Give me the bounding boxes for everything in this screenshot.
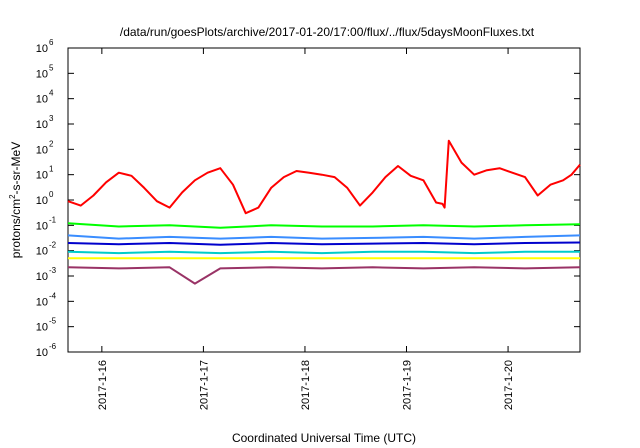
x-tick-label: 2017-1-16: [97, 360, 109, 410]
y-tick-label: 10: [36, 119, 48, 131]
y-tick-label: 10: [36, 144, 48, 156]
x-tick-label: 2017-1-20: [503, 360, 515, 410]
series-line-3: [67, 234, 581, 240]
y-tick-label: 10: [36, 246, 48, 258]
y-tick-label: 10: [36, 347, 48, 359]
y-tick-exponent: 0: [49, 190, 54, 199]
series-layer: [67, 139, 581, 285]
y-tick-exponent: 4: [49, 89, 54, 98]
y-axis-label-sup: 2: [8, 194, 17, 199]
y-axis-label-suffix: -s-sr-MeV: [9, 142, 23, 195]
x-axis: 2017-1-16 2017-1-17 2017-1-18 2017-1-19 2017…: [97, 48, 515, 410]
y-axis: 10-610-510-410-310-210-11001011021031041…: [36, 38, 580, 359]
series-line-2: [67, 222, 581, 229]
y-tick-exponent: 2: [49, 139, 54, 148]
y-tick-exponent: -3: [49, 266, 57, 275]
y-axis-label: protons/cm2-s-sr-MeV: [8, 142, 23, 258]
y-tick-label: 10: [36, 195, 48, 207]
y-tick-label: 10: [36, 94, 48, 106]
chart-title: /data/run/goesPlots/archive/2017-01-20/1…: [120, 25, 535, 39]
y-tick-label: 10: [36, 296, 48, 308]
y-tick-label: 10: [36, 271, 48, 283]
x-axis-label: Coordinated Universal Time (UTC): [232, 431, 416, 445]
series-line-4: [67, 241, 581, 246]
x-tick-label: 2017-1-19: [402, 360, 414, 410]
y-tick-label: 10: [36, 322, 48, 334]
x-tick-label: 2017-1-18: [300, 360, 312, 410]
series-line-7: [67, 266, 581, 285]
y-tick-exponent: -2: [49, 241, 57, 250]
plot-frame: [67, 47, 581, 353]
y-tick-label: 10: [36, 170, 48, 182]
y-tick-label: 10: [36, 43, 48, 55]
series-line-1: [67, 139, 581, 215]
y-axis-label-prefix: protons/cm: [9, 199, 23, 258]
y-tick-label: 10: [36, 68, 48, 80]
y-tick-exponent: -5: [49, 317, 57, 326]
y-tick-exponent: -1: [49, 215, 57, 224]
y-tick-exponent: 5: [49, 63, 54, 72]
y-tick-exponent: -6: [49, 342, 57, 351]
y-tick-exponent: 6: [49, 38, 54, 47]
y-tick-exponent: 3: [49, 114, 54, 123]
y-tick-label: 10: [36, 220, 48, 232]
y-tick-exponent: -4: [49, 291, 57, 300]
x-tick-label: 2017-1-17: [198, 360, 210, 410]
series-line-5: [67, 250, 580, 255]
y-tick-exponent: 1: [49, 165, 54, 174]
